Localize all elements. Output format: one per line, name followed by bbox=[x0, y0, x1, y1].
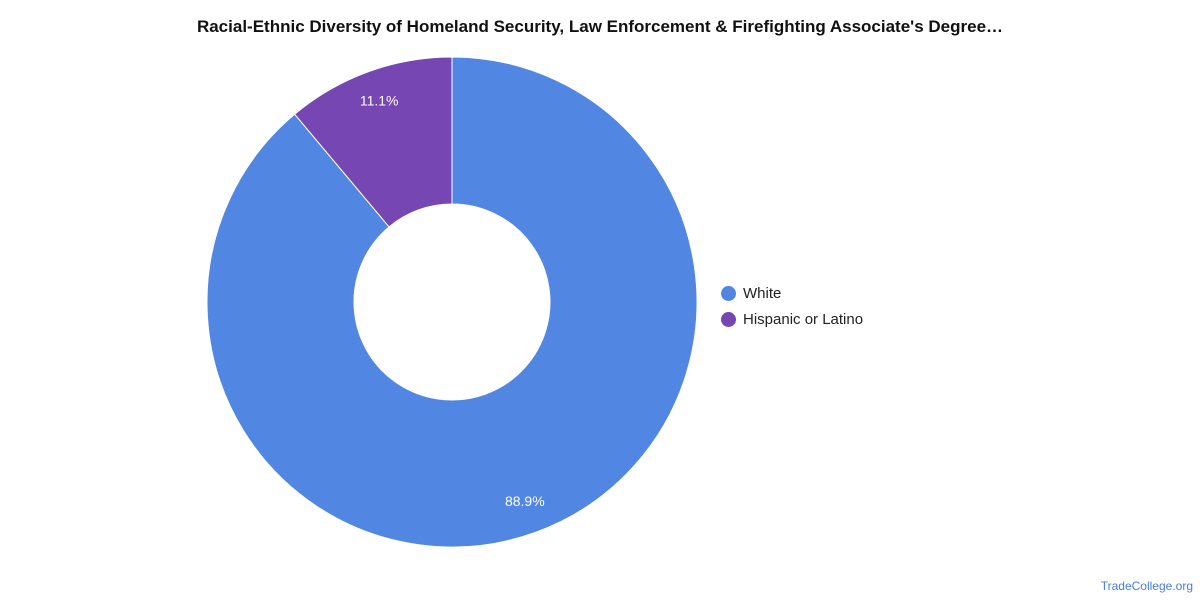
slice-hispanic-or-latino[interactable] bbox=[293, 56, 453, 228]
watermark[interactable]: TradeCollege.org bbox=[1100, 579, 1193, 593]
legend-label-white: White bbox=[743, 284, 782, 302]
legend-label-hispanic-or-latino: Hispanic or Latino bbox=[743, 310, 864, 328]
legend-swatch-white bbox=[721, 285, 736, 301]
slice-label-hispanic-or-latino: 11.1% bbox=[360, 92, 399, 108]
slice-white[interactable] bbox=[206, 56, 698, 548]
legend-swatch-hispanic-or-latino bbox=[721, 311, 736, 327]
chart-title: Racial-Ethnic Diversity of Homeland Secu… bbox=[196, 17, 1004, 36]
legend: White Hispanic or Latino bbox=[721, 280, 863, 332]
legend-item-hispanic-or-latino[interactable]: Hispanic or Latino bbox=[721, 306, 863, 332]
slice-label-white: 88.9% bbox=[505, 493, 545, 509]
legend-item-white[interactable]: White bbox=[721, 280, 863, 306]
